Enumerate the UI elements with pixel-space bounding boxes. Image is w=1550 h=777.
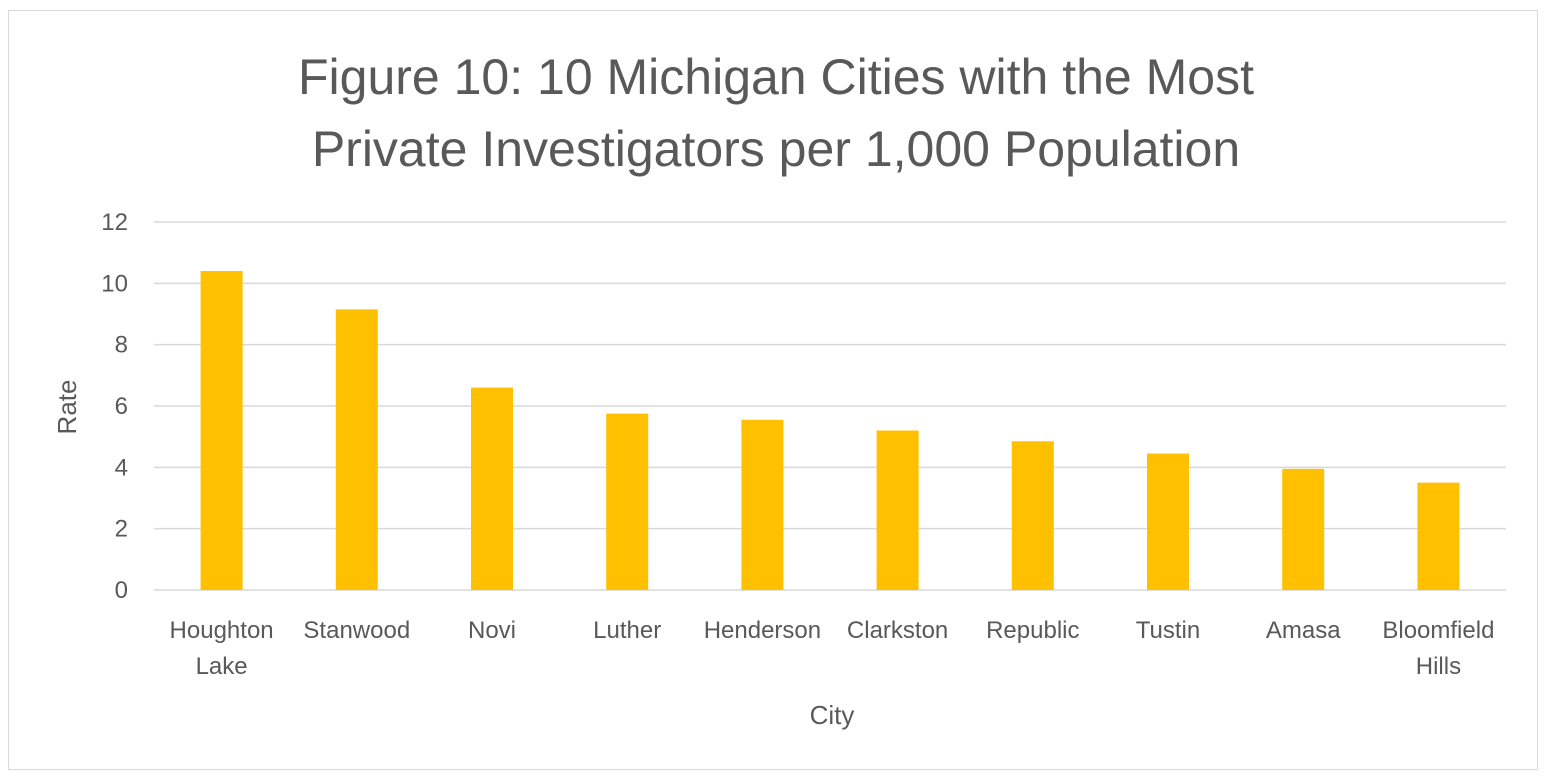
bar (1011, 441, 1054, 590)
y-axis-ticks: 0 2 4 6 8 10 12 (101, 209, 128, 604)
y-axis-title: Rate (52, 380, 82, 435)
chart-title: Figure 10: 10 Michigan Cities with the M… (298, 49, 1254, 177)
y-tick-label: 10 (101, 270, 128, 297)
x-category-label: Luther (593, 617, 661, 644)
x-category-label: Clarkston (847, 617, 948, 644)
y-tick-label: 6 (115, 393, 128, 420)
gridlines (154, 221, 1506, 591)
chart-title-line: Private Investigators per 1,000 Populati… (312, 121, 1240, 177)
y-tick-label: 4 (115, 454, 128, 481)
x-category-label: Houghton (170, 617, 274, 644)
bars (200, 271, 1460, 590)
bar (606, 413, 649, 590)
bar (1417, 482, 1460, 590)
bar (200, 271, 243, 590)
x-category-label: Henderson (704, 617, 821, 644)
x-category-label: Republic (986, 617, 1079, 644)
x-axis-categories: Houghton Lake Stanwood Novi Luther Henderson C… (170, 617, 1495, 680)
bar (741, 419, 784, 590)
x-category-label: Tustin (1136, 617, 1200, 644)
y-tick-label: 0 (115, 577, 128, 604)
chart-title-line: Figure 10: 10 Michigan Cities with the M… (298, 49, 1254, 105)
chart-frame (8, 10, 1538, 770)
x-category-label: Lake (196, 653, 248, 680)
bar (335, 309, 378, 590)
y-tick-label: 8 (115, 332, 128, 359)
x-axis-title: City (810, 700, 855, 730)
bar (876, 430, 919, 590)
y-tick-label: 12 (101, 209, 128, 236)
y-tick-label: 2 (115, 516, 128, 543)
bar (471, 387, 513, 590)
x-category-label: Novi (468, 617, 516, 644)
bar (1147, 453, 1189, 590)
x-category-label: Hills (1416, 653, 1461, 680)
bar (1282, 468, 1325, 590)
x-category-label: Stanwood (303, 617, 410, 644)
x-category-label: Amasa (1266, 617, 1341, 644)
x-category-label: Bloomfield (1382, 617, 1494, 644)
